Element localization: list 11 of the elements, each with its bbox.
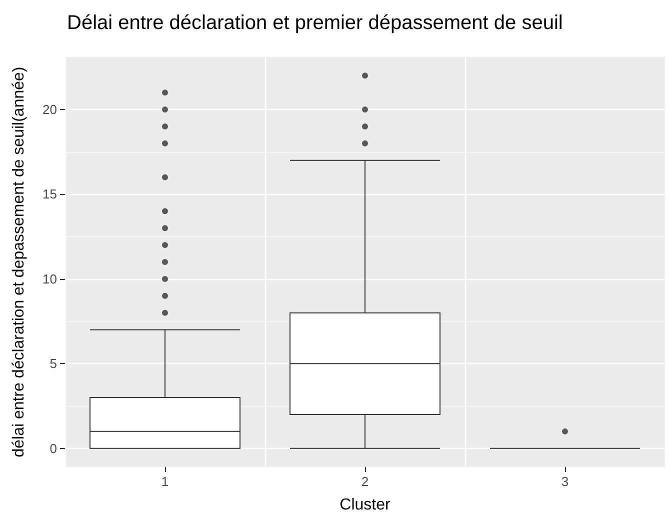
x-tick-label: 3 [561,474,569,489]
y-tick-label: 15 [42,186,57,202]
x-axis-title: Cluster [340,496,392,514]
y-tick-label: 0 [50,440,57,456]
y-tick-label: 10 [42,271,57,286]
y-tick-label: 20 [42,102,57,118]
x-tick-label: 2 [361,474,369,489]
x-tick-label: 1 [161,474,169,489]
y-tick-label: 5 [50,356,57,372]
chart-title: Délai entre déclaration et premier dépassement de seuil [67,12,563,34]
y-axis-title: délai entre déclaration et depassement de seuil(année) [10,66,28,458]
